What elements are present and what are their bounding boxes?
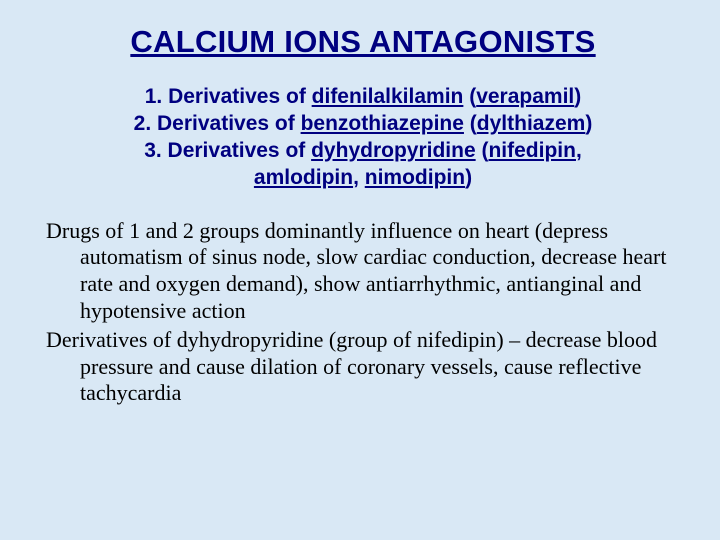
text: ( <box>464 112 477 135</box>
text: Derivatives of <box>46 327 177 352</box>
classification-item-3-cont: amlodipin, nimodipin) <box>83 165 643 192</box>
body-text: Drugs of 1 and 2 groups dominantly influ… <box>46 218 680 408</box>
text: ) <box>465 166 472 189</box>
classification-item-2: 2. Derivatives of benzothiazepine (dylth… <box>83 111 643 138</box>
text: (group of <box>323 327 416 352</box>
text: , <box>353 166 365 189</box>
drug-example: dylthiazem <box>477 112 586 135</box>
text: ) <box>574 85 581 108</box>
classification-item-3: 3. Derivatives of dyhydropyridine (nifed… <box>83 138 643 165</box>
drug-example: nifedipin <box>417 327 496 352</box>
text: ( <box>476 139 489 162</box>
text: , <box>576 139 582 162</box>
classification-item-1: 1. Derivatives of difenilalkilamin (vera… <box>83 84 643 111</box>
drug-example: nifedipin <box>488 139 576 162</box>
slide-title: CALCIUM IONS ANTAGONISTS <box>46 24 680 60</box>
drug-class: benzothiazepine <box>301 112 464 135</box>
text: ( <box>463 85 476 108</box>
paragraph-2: Derivatives of dyhydropyridine (group of… <box>46 327 680 407</box>
text: 3. Derivatives of <box>144 139 311 162</box>
drug-class: difenilalkilamin <box>312 85 464 108</box>
drug-class: dyhydropyridine <box>311 139 476 162</box>
classification-list: 1. Derivatives of difenilalkilamin (vera… <box>83 84 643 192</box>
text: 2. Derivatives of <box>134 112 301 135</box>
paragraph-1: Drugs of 1 and 2 groups dominantly influ… <box>46 218 680 325</box>
text: ) <box>585 112 592 135</box>
drug-class: dyhydropyridine <box>177 327 324 352</box>
drug-example: verapamil <box>476 85 574 108</box>
drug-example: amlodipin <box>254 166 353 189</box>
drug-example: nimodipin <box>365 166 465 189</box>
text: 1. Derivatives of <box>145 85 312 108</box>
